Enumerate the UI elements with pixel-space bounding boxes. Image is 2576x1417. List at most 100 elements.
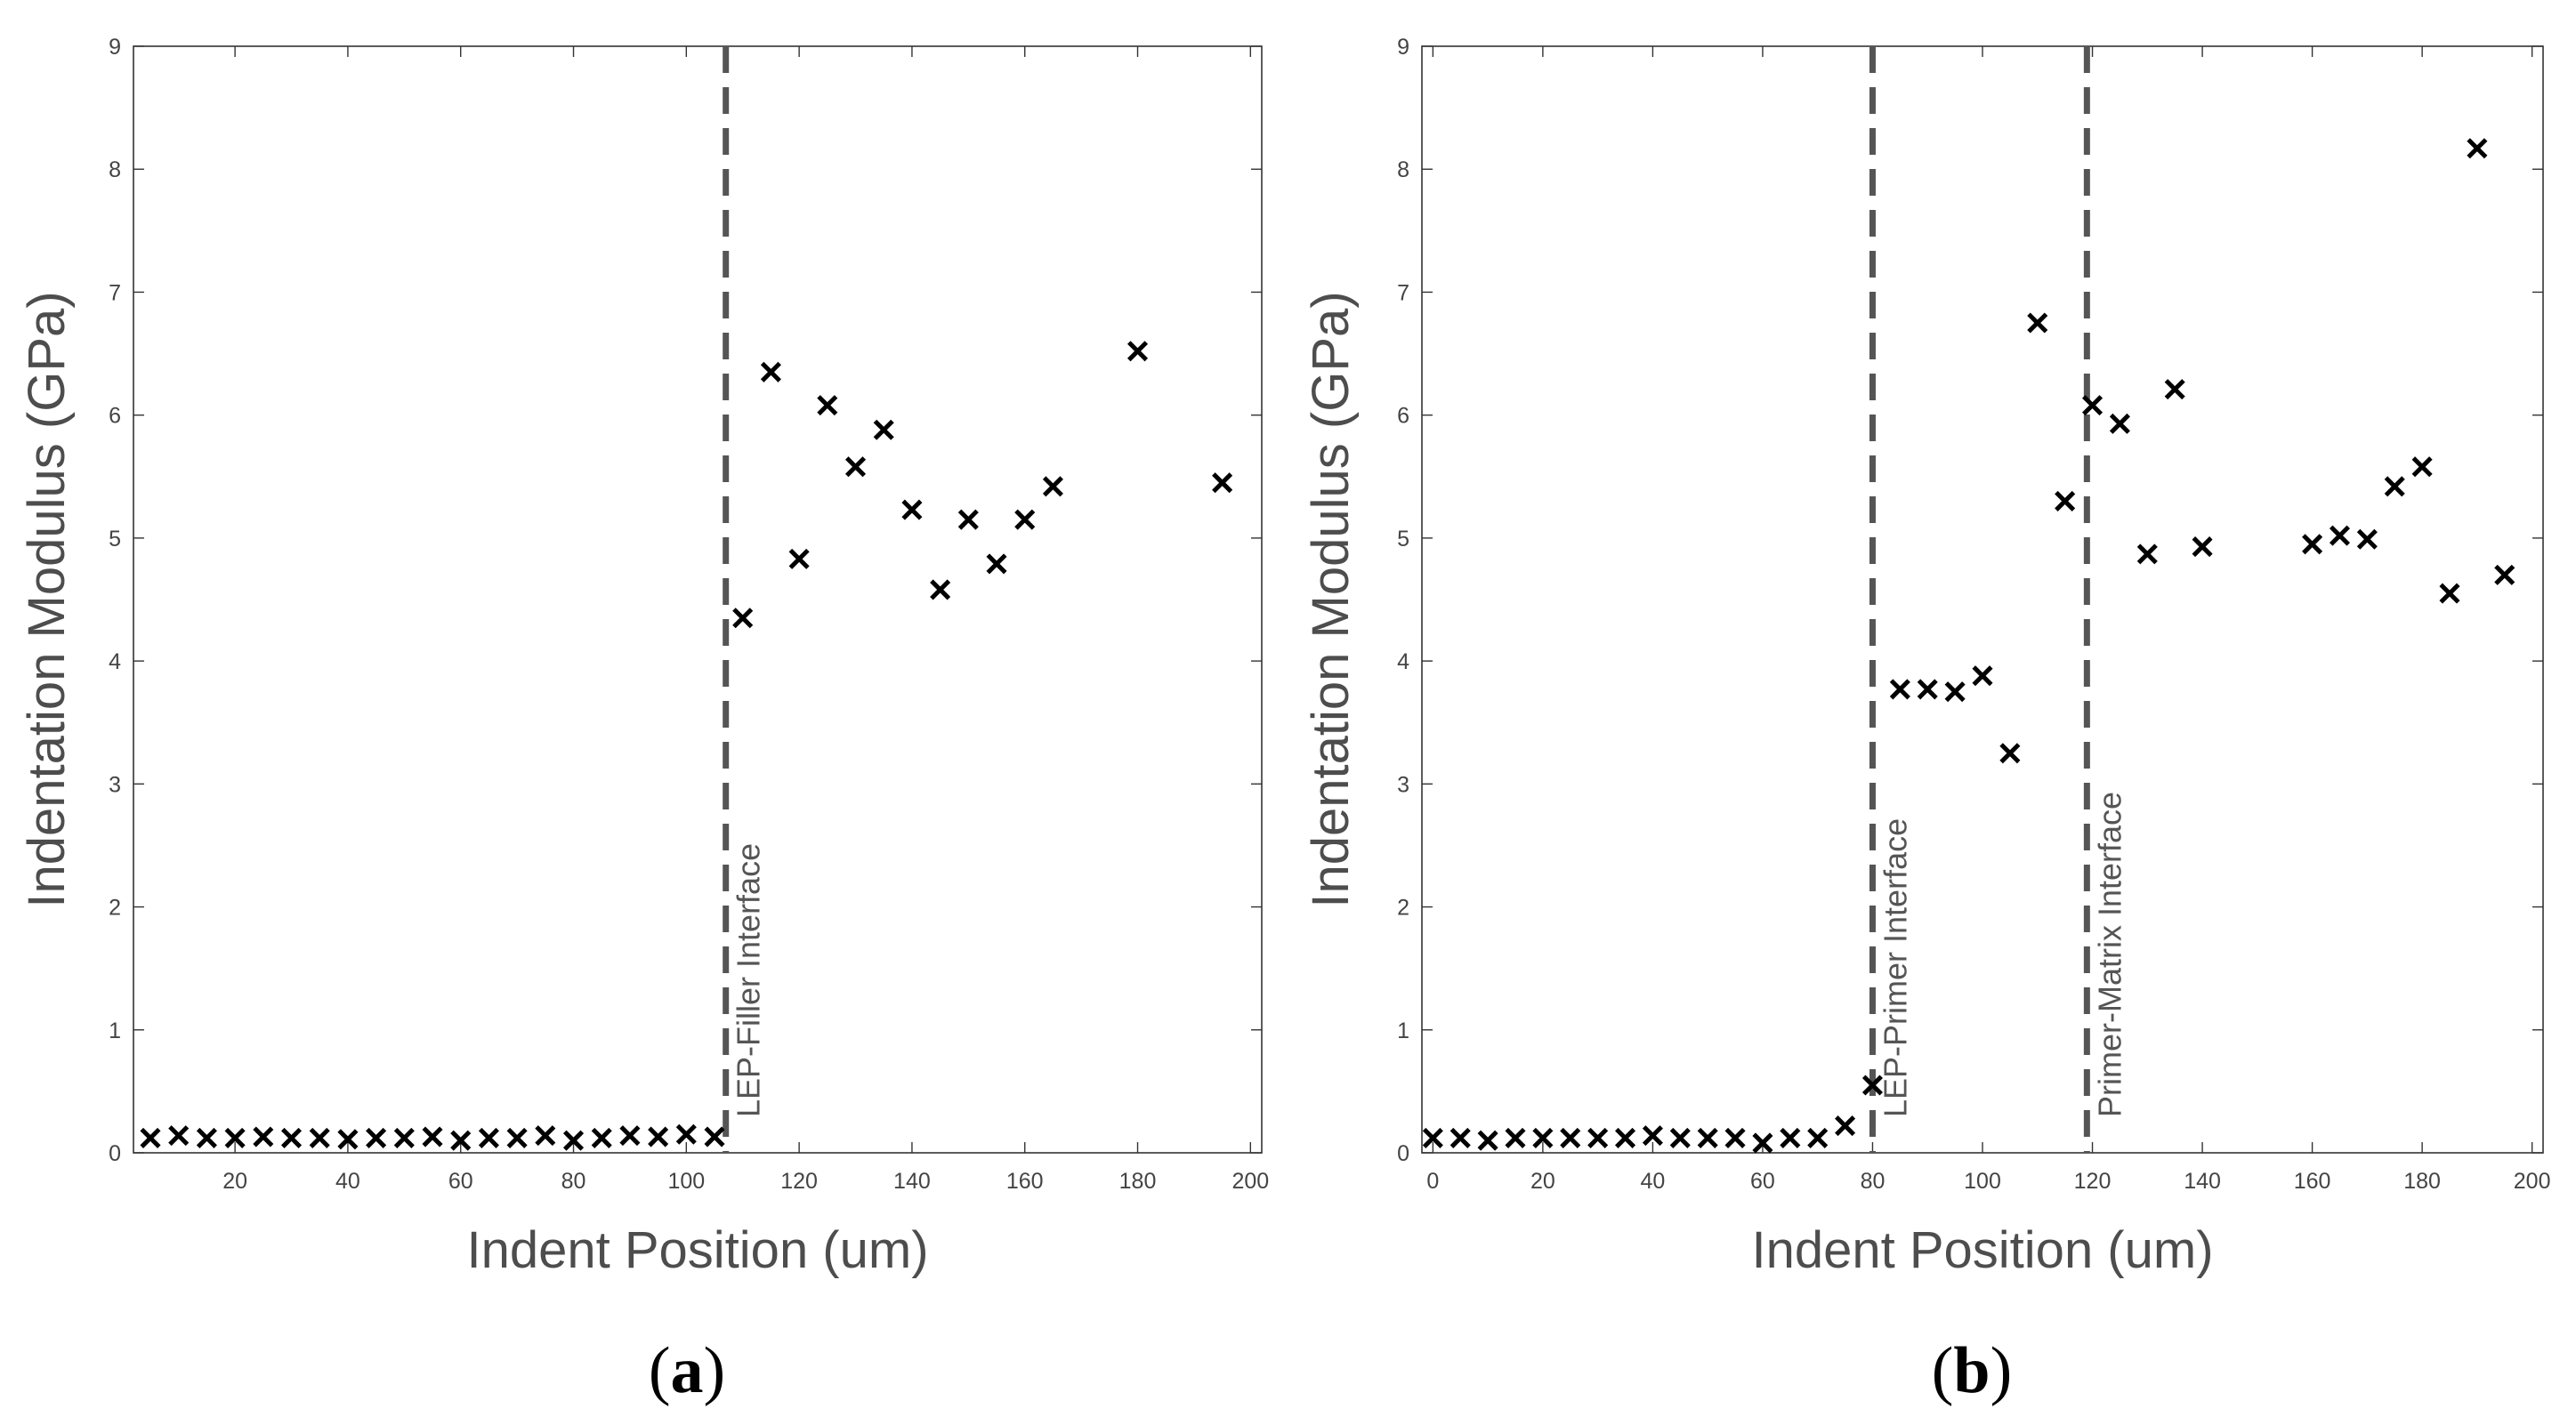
y-tick-label: 1 <box>1397 1018 1409 1043</box>
data-point <box>1972 665 1993 687</box>
data-point <box>337 1129 359 1150</box>
data-point <box>817 395 838 416</box>
data-point <box>1126 341 1149 362</box>
y-tick-label: 2 <box>109 896 121 921</box>
data-point <box>675 1123 697 1145</box>
plot-area-frame <box>1421 45 2544 1154</box>
y-tick-label: 7 <box>109 280 121 305</box>
data-point <box>1532 1127 1554 1148</box>
x-tick-label: 80 <box>1861 1169 1886 1194</box>
y-tick-label: 5 <box>109 527 121 552</box>
data-point <box>930 579 951 600</box>
data-point <box>478 1127 499 1148</box>
data-point <box>1944 681 1966 703</box>
x-tick-label: 200 <box>2514 1169 2551 1194</box>
interface-label: LEP-Primer Interface <box>1877 818 1913 1117</box>
data-point <box>366 1127 387 1148</box>
y-axis-label: Indentation Modulus (GPa) <box>18 291 76 907</box>
data-point <box>844 456 867 478</box>
x-tick-label: 60 <box>448 1169 473 1194</box>
data-point <box>2467 138 2488 159</box>
y-tick-label: 9 <box>109 35 121 60</box>
y-tick-label: 6 <box>109 404 121 429</box>
data-point <box>2136 543 2158 565</box>
x-tick-label: 0 <box>1426 1169 1439 1194</box>
chart-panel-a: 0 1 2 3 4 5 6 7 8 9 20 40 60 80 100 120 140 160 180 200 LEP-… <box>18 35 1269 1407</box>
data-point <box>2109 413 2130 434</box>
x-tick-label: 60 <box>1750 1169 1775 1194</box>
y-tick-label: 5 <box>1397 527 1409 552</box>
data-point <box>986 553 1007 575</box>
y-tick-label: 9 <box>1397 35 1409 60</box>
y-tick-label: 7 <box>1397 280 1409 305</box>
x-tick-label: 140 <box>893 1169 931 1194</box>
x-tick-label: 20 <box>1530 1169 1555 1194</box>
data-point <box>2055 490 2076 511</box>
data-point <box>2494 564 2515 585</box>
y-tick-label: 3 <box>1397 772 1409 797</box>
data-point <box>901 499 923 520</box>
y-tick-label: 8 <box>1397 157 1409 182</box>
data-point <box>2027 312 2048 334</box>
data-point <box>2164 379 2185 400</box>
x-tick-label: 160 <box>1006 1169 1044 1194</box>
data-point <box>1587 1127 1609 1148</box>
data-point <box>2384 476 2405 497</box>
data-point <box>506 1127 528 1148</box>
x-tick-label: 120 <box>780 1169 818 1194</box>
plot-area-frame <box>133 45 1263 1154</box>
y-tick-label: 4 <box>1397 649 1409 674</box>
data-point <box>1560 1127 1581 1148</box>
data-point <box>168 1125 190 1147</box>
data-point <box>2302 534 2323 555</box>
data-point <box>619 1125 641 1147</box>
data-point <box>1212 472 1233 494</box>
data-point <box>1042 476 1063 497</box>
y-axis-label: Indentation Modulus (GPa) <box>1302 291 1360 907</box>
data-point <box>788 548 810 569</box>
x-tick-label: 40 <box>335 1169 360 1194</box>
data-point <box>2329 525 2351 546</box>
data-point <box>704 1126 725 1147</box>
data-point <box>393 1127 415 1148</box>
x-axis-label: Indent Position (um) <box>1751 1221 2213 1279</box>
x-tick-label: 100 <box>667 1169 705 1194</box>
chart-panel-b: 0 1 2 3 4 5 6 7 8 9 0 20 40 60 80 100 120 140 160 180 200 LEP… <box>1302 35 2551 1407</box>
x-tick-label: 80 <box>561 1169 586 1194</box>
data-point <box>1697 1127 1718 1148</box>
panel-letter: b <box>1953 1334 1990 1407</box>
x-axis-label: Indent Position (um) <box>466 1221 928 1279</box>
data-point <box>648 1126 669 1147</box>
data-point <box>957 509 979 530</box>
data-point <box>2081 395 2104 416</box>
y-tick-label: 4 <box>109 649 121 674</box>
x-tick-label: 180 <box>2403 1169 2441 1194</box>
panel-letter: a <box>671 1334 704 1407</box>
data-point <box>1861 1075 1884 1096</box>
data-point <box>1614 1127 1636 1148</box>
y-tick-label: 0 <box>109 1141 121 1166</box>
interface-label: Primer-Matrix Interface <box>2091 792 2128 1117</box>
data-point <box>224 1127 246 1148</box>
data-point <box>1505 1127 1526 1148</box>
data-point <box>732 608 754 629</box>
x-tick-label: 180 <box>1119 1169 1157 1194</box>
data-point <box>1917 679 1938 700</box>
data-point <box>309 1127 330 1148</box>
data-point <box>1889 679 1910 700</box>
data-point <box>1999 743 2021 764</box>
data-point <box>1669 1127 1691 1148</box>
x-tick-label: 120 <box>2074 1169 2112 1194</box>
data-point <box>280 1127 303 1148</box>
data-point <box>1477 1130 1498 1151</box>
y-tick-label: 0 <box>1397 1141 1409 1166</box>
y-tick-label: 2 <box>1397 896 1409 921</box>
data-point <box>535 1125 556 1147</box>
data-point <box>2411 456 2433 478</box>
x-tick-label: 140 <box>2184 1169 2221 1194</box>
data-point <box>1835 1115 1856 1137</box>
panel-label: (b) <box>1932 1334 2012 1407</box>
data-point <box>1450 1127 1471 1148</box>
data-point <box>1642 1125 1663 1147</box>
